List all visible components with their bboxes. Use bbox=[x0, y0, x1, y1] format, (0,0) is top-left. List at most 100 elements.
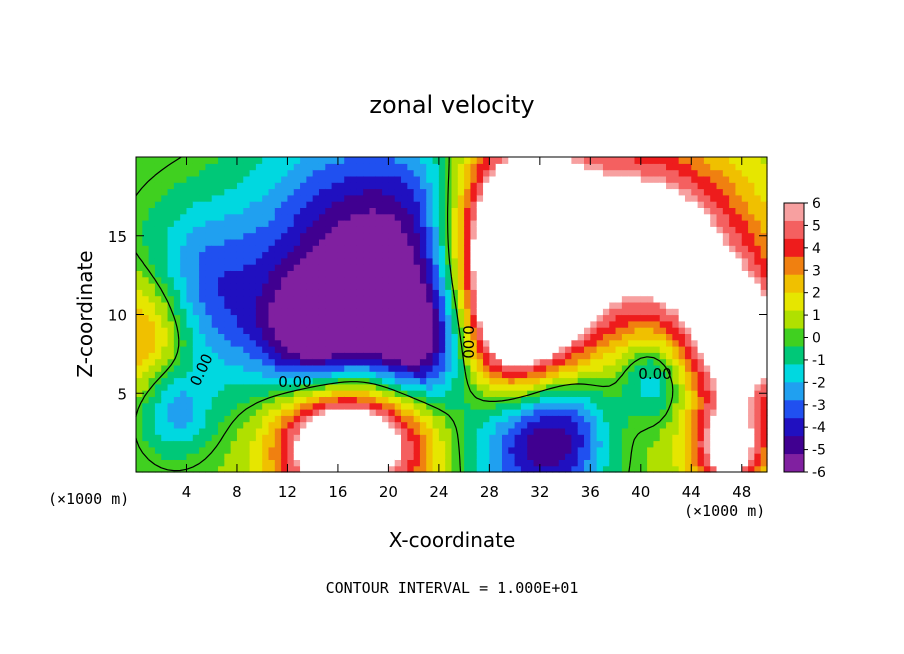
heatmap-cell bbox=[451, 264, 459, 271]
heatmap-cell bbox=[609, 289, 617, 297]
heatmap-cell bbox=[369, 207, 377, 215]
heatmap-cell bbox=[565, 415, 572, 423]
heatmap-cell bbox=[729, 257, 737, 265]
heatmap-cell bbox=[621, 213, 629, 221]
heatmap-cell bbox=[205, 396, 213, 404]
heatmap-cell bbox=[142, 175, 150, 183]
heatmap-cell bbox=[748, 465, 755, 473]
heatmap-cell bbox=[375, 163, 383, 171]
heatmap-cell bbox=[154, 308, 162, 316]
heatmap-cell bbox=[476, 308, 484, 316]
heatmap-cell bbox=[659, 213, 667, 221]
heatmap-cell bbox=[684, 238, 692, 246]
heatmap-cell bbox=[300, 238, 307, 246]
heatmap-cell bbox=[356, 396, 364, 404]
heatmap-cell bbox=[388, 163, 396, 171]
heatmap-cell bbox=[672, 364, 680, 372]
heatmap-cell bbox=[369, 276, 377, 284]
heatmap-cell bbox=[236, 339, 244, 347]
heatmap-cell bbox=[508, 289, 516, 297]
heatmap-cell bbox=[255, 276, 263, 284]
heatmap-cell bbox=[754, 440, 762, 448]
heatmap-cell bbox=[489, 446, 497, 454]
heatmap-cell bbox=[710, 182, 718, 190]
heatmap-cell bbox=[577, 358, 585, 366]
heatmap-cell bbox=[199, 182, 207, 190]
heatmap-cell bbox=[552, 182, 560, 190]
heatmap-cell bbox=[609, 440, 617, 448]
heatmap-cell bbox=[350, 163, 358, 171]
heatmap-cell bbox=[590, 301, 598, 309]
heatmap-cell bbox=[464, 232, 472, 240]
heatmap-cell bbox=[501, 427, 509, 435]
heatmap-cell bbox=[470, 157, 478, 164]
heatmap-cell bbox=[413, 276, 421, 284]
heatmap-cell bbox=[350, 453, 358, 460]
heatmap-cell bbox=[262, 163, 270, 171]
heatmap-cell bbox=[211, 383, 219, 391]
heatmap-cell bbox=[312, 295, 320, 303]
heatmap-cell bbox=[331, 377, 339, 385]
heatmap-cell bbox=[464, 169, 472, 177]
heatmap-cell bbox=[199, 175, 207, 183]
heatmap-cell bbox=[375, 396, 383, 404]
heatmap-cell bbox=[748, 245, 755, 253]
heatmap-cell bbox=[748, 396, 755, 404]
heatmap-cell bbox=[211, 238, 219, 246]
heatmap-cell bbox=[666, 245, 673, 253]
heatmap-cell bbox=[218, 465, 225, 473]
heatmap-cell bbox=[180, 352, 188, 360]
heatmap-cell bbox=[546, 390, 554, 397]
heatmap-cell bbox=[205, 346, 213, 353]
heatmap-cell bbox=[697, 238, 705, 246]
heatmap-cell bbox=[419, 383, 427, 391]
heatmap-cell bbox=[464, 421, 472, 429]
heatmap-cell bbox=[571, 220, 579, 227]
heatmap-cell bbox=[666, 175, 673, 183]
heatmap-cell bbox=[369, 295, 377, 303]
heatmap-cell bbox=[697, 175, 705, 183]
heatmap-cell bbox=[375, 289, 383, 297]
heatmap-cell bbox=[432, 320, 440, 328]
heatmap-cell bbox=[173, 251, 181, 259]
heatmap-cell bbox=[154, 453, 162, 460]
heatmap-cell bbox=[331, 427, 339, 435]
heatmap-cell bbox=[199, 396, 207, 404]
heatmap-cell bbox=[236, 175, 244, 183]
heatmap-cell bbox=[262, 415, 270, 423]
heatmap-cell bbox=[186, 226, 194, 234]
heatmap-cell bbox=[363, 390, 371, 397]
heatmap-cell bbox=[457, 320, 465, 328]
heatmap-cell bbox=[249, 446, 257, 454]
heatmap-cell bbox=[533, 421, 541, 429]
heatmap-cell bbox=[230, 421, 238, 429]
heatmap-cell bbox=[306, 440, 314, 448]
heatmap-cell bbox=[640, 390, 648, 397]
heatmap-cell bbox=[628, 220, 636, 227]
heatmap-cell bbox=[760, 289, 768, 297]
heatmap-cell bbox=[401, 163, 408, 171]
heatmap-cell bbox=[659, 188, 667, 196]
heatmap-cell bbox=[211, 201, 219, 208]
heatmap-cell bbox=[255, 213, 263, 221]
heatmap-cell bbox=[640, 270, 648, 278]
heatmap-cell bbox=[211, 364, 219, 372]
heatmap-cell bbox=[407, 409, 415, 416]
heatmap-cell bbox=[205, 383, 213, 391]
heatmap-cell bbox=[199, 314, 207, 322]
heatmap-cell bbox=[722, 308, 730, 316]
heatmap-cell bbox=[735, 346, 743, 353]
heatmap-cell bbox=[388, 371, 396, 379]
heatmap-cell bbox=[457, 377, 465, 385]
heatmap-cell bbox=[609, 163, 617, 171]
heatmap-cell bbox=[483, 238, 490, 246]
heatmap-cell bbox=[356, 163, 364, 171]
heatmap-cell bbox=[445, 358, 453, 366]
heatmap-cell bbox=[546, 409, 554, 416]
heatmap-cell bbox=[388, 213, 396, 221]
heatmap-cell bbox=[672, 182, 680, 190]
heatmap-cell bbox=[464, 264, 472, 271]
heatmap-cell bbox=[388, 364, 396, 372]
heatmap-cell bbox=[230, 377, 238, 385]
heatmap-cell bbox=[445, 371, 453, 379]
